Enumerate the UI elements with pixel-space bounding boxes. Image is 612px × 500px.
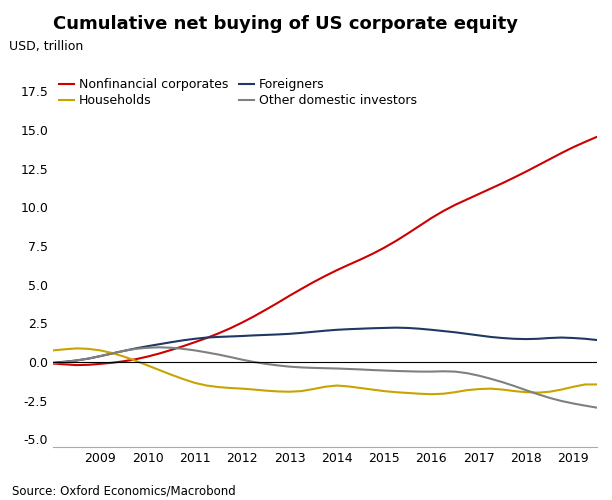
Text: Cumulative net buying of US corporate equity: Cumulative net buying of US corporate eq… xyxy=(53,15,518,33)
Line: Nonfinancial corporates: Nonfinancial corporates xyxy=(53,108,612,365)
Foreigners xyxy=(392,324,400,330)
Households xyxy=(274,388,282,394)
Foreigners xyxy=(97,353,104,359)
Households xyxy=(381,388,388,394)
Foreigners xyxy=(262,332,269,338)
Nonfinancial corporates xyxy=(50,360,57,366)
Households xyxy=(345,384,353,390)
Households xyxy=(73,346,80,352)
Nonfinancial corporates xyxy=(452,202,459,208)
Nonfinancial corporates xyxy=(345,262,353,268)
Households xyxy=(463,387,471,393)
Other domestic investors xyxy=(155,344,163,350)
Other domestic investors xyxy=(274,362,282,368)
Line: Foreigners: Foreigners xyxy=(53,328,612,363)
Nonfinancial corporates xyxy=(428,215,435,221)
Text: Source: Oxford Economics/Macrobond: Source: Oxford Economics/Macrobond xyxy=(12,484,236,498)
Legend: Nonfinancial corporates, Households, Foreigners, Other domestic investors: Nonfinancial corporates, Households, For… xyxy=(59,78,417,107)
Foreigners xyxy=(50,360,57,366)
Households xyxy=(439,390,447,396)
Households xyxy=(108,350,116,356)
Foreigners xyxy=(452,330,459,336)
Foreigners xyxy=(333,327,340,333)
Nonfinancial corporates xyxy=(108,360,116,366)
Text: USD, trillion: USD, trillion xyxy=(9,40,84,52)
Other domestic investors xyxy=(97,353,104,359)
Other domestic investors xyxy=(452,368,459,374)
Households xyxy=(50,348,57,354)
Other domestic investors xyxy=(50,360,57,366)
Other domestic investors xyxy=(345,366,353,372)
Households xyxy=(428,391,435,397)
Foreigners xyxy=(428,327,435,333)
Nonfinancial corporates xyxy=(73,362,80,368)
Line: Other domestic investors: Other domestic investors xyxy=(53,348,612,420)
Nonfinancial corporates xyxy=(274,300,282,306)
Line: Households: Households xyxy=(53,348,612,394)
Other domestic investors xyxy=(428,368,435,374)
